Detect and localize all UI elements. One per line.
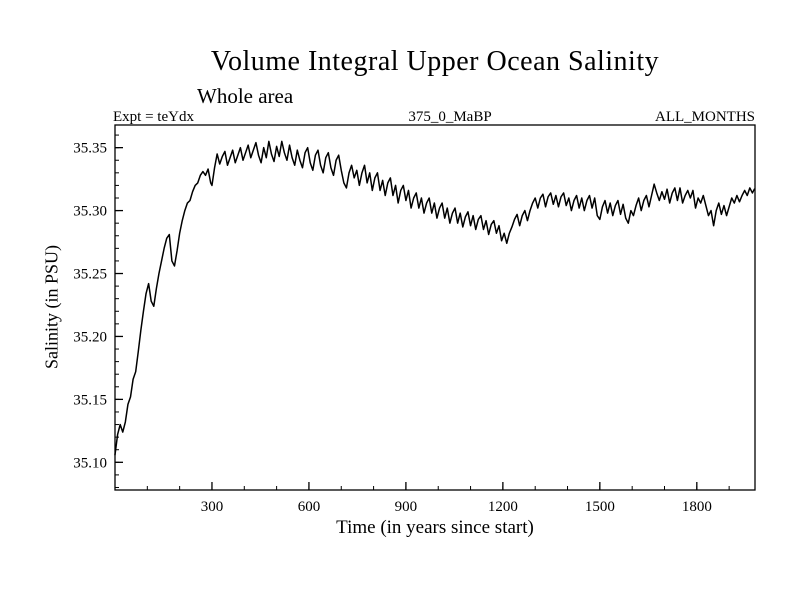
tick-label: 35.20 [73,329,107,345]
tick-label: 35.15 [73,392,107,408]
experiment-label: Expt = teYdx [113,109,194,125]
period-label: 375_0_MaBP [408,109,492,125]
tick-label: 1500 [585,499,615,515]
tick-label: 35.35 [73,141,107,157]
salinity-series-line [114,140,756,456]
months-label: ALL_MONTHS [655,109,755,125]
y-axis-label: Salinity (in PSU) [41,244,62,370]
x-axis-label: Time (in years since start) [336,517,534,538]
chart-title: Volume Integral Upper Ocean Salinity [210,46,660,77]
tick-label: 300 [201,499,224,515]
chart-subtitle: Whole area [197,84,294,108]
tick-label: 1800 [682,499,712,515]
tick-label: 35.10 [73,455,107,471]
tick-label: 35.30 [73,204,107,220]
tick-label: 900 [395,499,418,515]
tick-label: 600 [298,499,321,515]
tick-label: 1200 [488,499,518,515]
tick-label: 35.25 [73,267,107,283]
